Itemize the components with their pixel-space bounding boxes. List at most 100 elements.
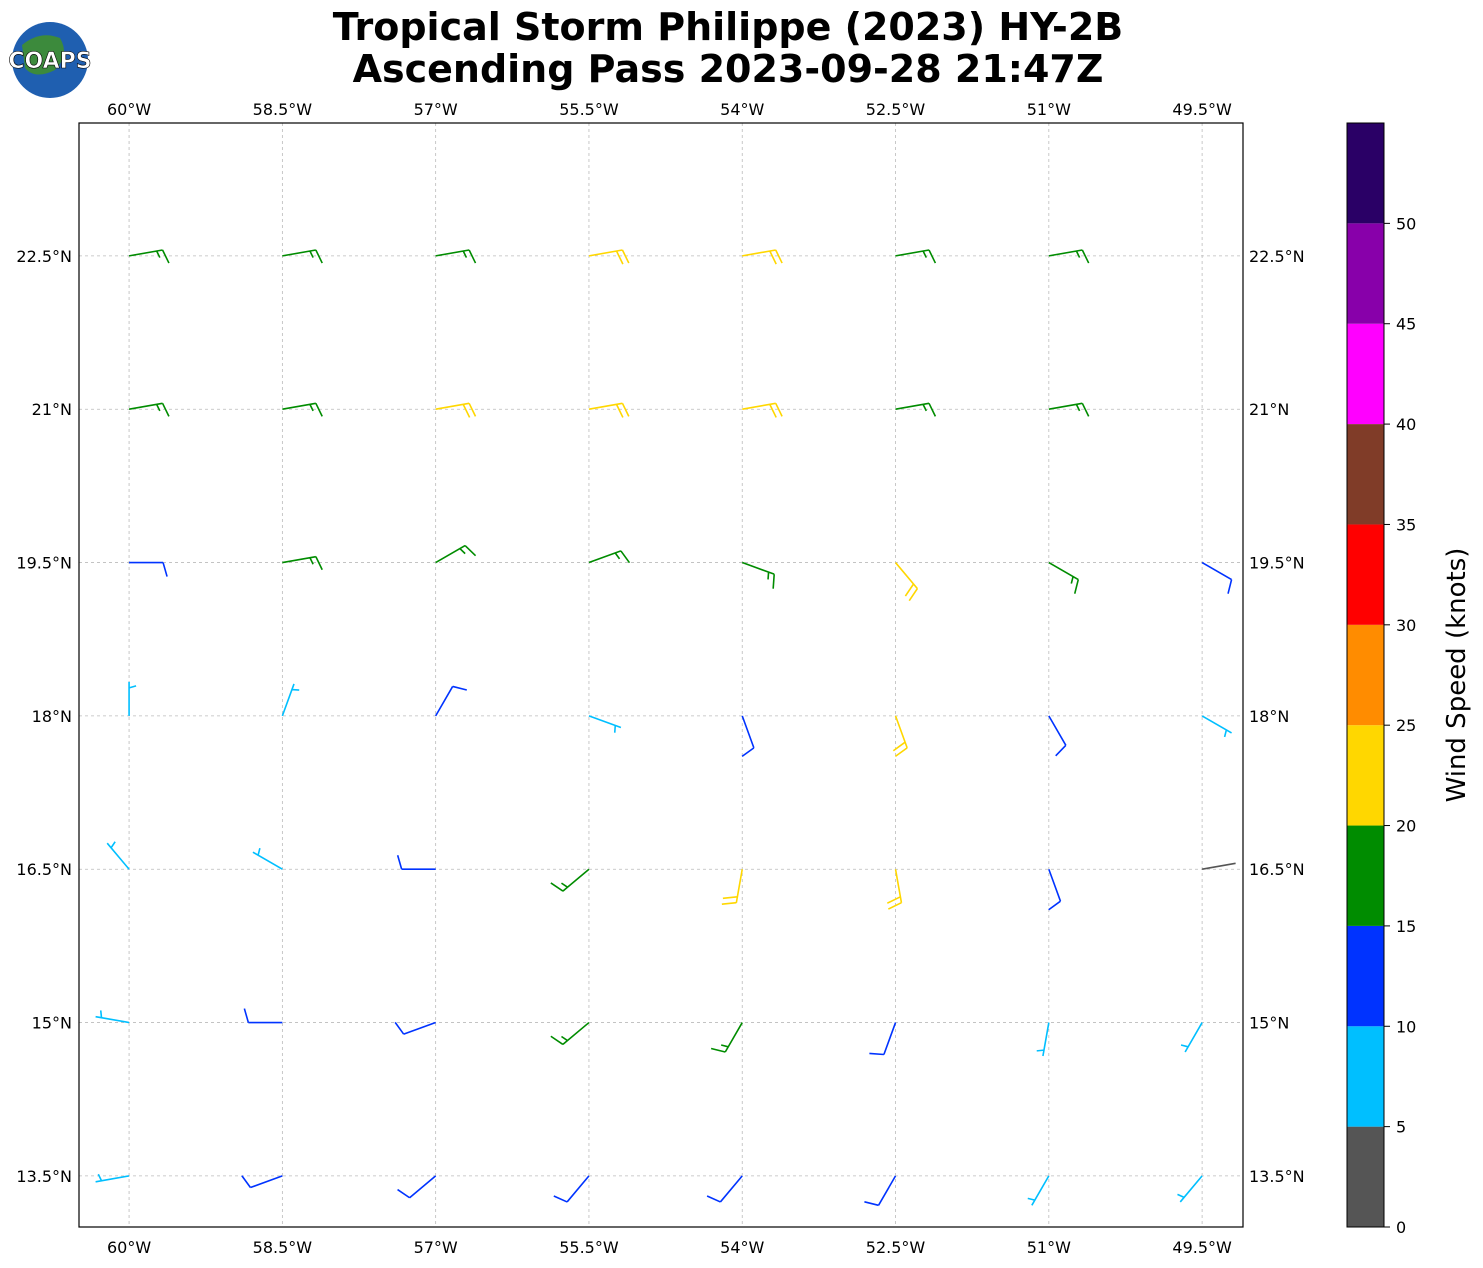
colorbar-tick-label: 50: [1396, 214, 1416, 233]
wind-barb: [1048, 868, 1062, 911]
x-tick-label: 60°W: [107, 100, 151, 119]
wind-barb: [550, 868, 590, 892]
wind-barb: [397, 1175, 437, 1199]
colorbar-tick-label: 40: [1396, 415, 1416, 434]
wind-barb: [742, 402, 783, 418]
wind-barb: [588, 715, 622, 733]
wind-barb: [886, 869, 903, 910]
chart-subtitle: Ascending Pass 2023-09-28 21:47Z: [353, 47, 1104, 91]
wind-barb: [892, 715, 908, 758]
wind-barb: [869, 1022, 897, 1056]
colorbar-segment: [1347, 825, 1384, 926]
colorbar-segment: [1347, 524, 1384, 625]
colorbar-segment: [1347, 223, 1384, 324]
x-tick-label: 54°W: [720, 1238, 764, 1257]
wind-barb: [128, 681, 137, 716]
y-tick-label: 15°N: [32, 1014, 72, 1033]
wind-barb: [1180, 1022, 1203, 1053]
wind-barb: [128, 249, 170, 264]
wind-barb: [895, 249, 937, 264]
y-tick-label: 22.5°N: [16, 247, 72, 266]
y-tick-label: 18°N: [1249, 707, 1289, 726]
wind-barb: [741, 715, 755, 758]
colorbar-tick-label: 35: [1396, 515, 1416, 534]
x-tick-label: 51°W: [1027, 1238, 1071, 1257]
y-tick-label: 21°N: [1249, 400, 1289, 419]
wind-barb: [741, 561, 775, 589]
wind-barb: [435, 402, 477, 418]
wind-barb: [588, 402, 630, 418]
y-tick-label: 15°N: [1249, 1014, 1289, 1033]
colorbar-tick-label: 45: [1396, 315, 1416, 334]
colorbar-segment: [1347, 925, 1384, 1027]
x-tick-label: 58.5°W: [253, 1238, 313, 1257]
wind-barb: [550, 1021, 590, 1046]
colorbar-segment: [1347, 123, 1384, 224]
wind-barb: [1201, 862, 1236, 871]
colorbar-segment: [1347, 725, 1384, 826]
wind-barb: [1048, 715, 1067, 757]
wind-barb: [1201, 561, 1233, 594]
colorbar-tick-label: 0: [1396, 1218, 1406, 1237]
colorbar-tick-label: 15: [1396, 917, 1416, 936]
colorbar-frame: [1346, 122, 1385, 1228]
wind-barb: [588, 550, 631, 564]
x-tick-label: 49.5°W: [1172, 1238, 1232, 1257]
wind-barb: [281, 683, 300, 717]
x-tick-label: 57°W: [414, 100, 458, 119]
wind-barb: [282, 555, 323, 571]
x-tick-label: 60°W: [107, 1238, 151, 1257]
wind-barb: [282, 249, 323, 264]
y-tick-label: 13.5°N: [16, 1167, 72, 1186]
wind-barb: [435, 249, 477, 264]
wind-barb: [710, 1022, 743, 1053]
colorbar-segment: [1347, 323, 1384, 425]
wind-barb: [435, 544, 477, 564]
y-tick-label: 22.5°N: [1249, 247, 1305, 266]
colorbar-tick-label: 20: [1396, 817, 1416, 836]
colorbar-tick-label: 25: [1396, 716, 1416, 735]
x-tick-label: 51°W: [1027, 100, 1071, 119]
x-tick-label: 52.5°W: [866, 1238, 926, 1257]
y-tick-label: 18°N: [32, 707, 72, 726]
wind-barb: [241, 1175, 283, 1189]
wind-barb: [742, 249, 783, 265]
wind-barb: [553, 1175, 590, 1203]
map: [79, 123, 1243, 1227]
x-tick-label: 52.5°W: [866, 100, 926, 119]
colorbar-tick-label: 5: [1396, 1118, 1406, 1137]
y-tick-label: 13.5°N: [1249, 1167, 1305, 1186]
colorbar-segment: [1347, 424, 1384, 525]
wind-barb: [1048, 402, 1090, 417]
chart-title: Tropical Storm Philippe (2023) HY-2B: [333, 5, 1123, 49]
wind-barb: [1177, 1175, 1203, 1203]
y-tick-label: 21°N: [32, 400, 72, 419]
wind-barb: [588, 249, 630, 265]
x-tick-label: 58.5°W: [253, 100, 313, 119]
wind-barb: [396, 855, 436, 871]
wind-barb: [106, 841, 130, 870]
logo-land: [22, 35, 64, 75]
x-tick-label: 57°W: [414, 1238, 458, 1257]
colorbar-label: Wind Speed (knots): [1442, 548, 1472, 803]
wind-barb: [894, 562, 919, 602]
x-tick-label: 49.5°W: [1172, 100, 1232, 119]
y-tick-label: 16.5°N: [1249, 860, 1305, 879]
y-tick-label: 19.5°N: [16, 554, 72, 573]
wind-barb: [1048, 561, 1080, 594]
wind-barb: [895, 402, 937, 417]
wind-barb: [128, 402, 170, 417]
map-frame: [78, 122, 1244, 1228]
wind-barb: [864, 1175, 897, 1207]
x-tick-label: 55.5°W: [559, 1238, 619, 1257]
colorbar-segment: [1347, 1026, 1384, 1127]
wind-barb: [1048, 249, 1090, 264]
colorbar-tick-label: 30: [1396, 616, 1416, 635]
wind-barb: [1201, 715, 1232, 738]
logo-text: COAPS: [8, 49, 91, 74]
wind-barb: [95, 1010, 130, 1024]
wind-barb: [434, 685, 467, 717]
colorbar-segment: [1347, 1126, 1384, 1227]
colorbar-segment: [1347, 624, 1384, 726]
